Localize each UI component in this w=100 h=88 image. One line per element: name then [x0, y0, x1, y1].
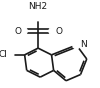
- Text: Cl: Cl: [0, 50, 8, 59]
- Circle shape: [49, 27, 56, 35]
- Circle shape: [73, 41, 80, 49]
- Circle shape: [20, 27, 27, 35]
- Text: NH2: NH2: [28, 2, 48, 11]
- Text: O: O: [55, 27, 62, 36]
- Text: O: O: [14, 27, 21, 36]
- Circle shape: [6, 51, 14, 59]
- Circle shape: [32, 8, 44, 21]
- Text: N: N: [80, 40, 87, 49]
